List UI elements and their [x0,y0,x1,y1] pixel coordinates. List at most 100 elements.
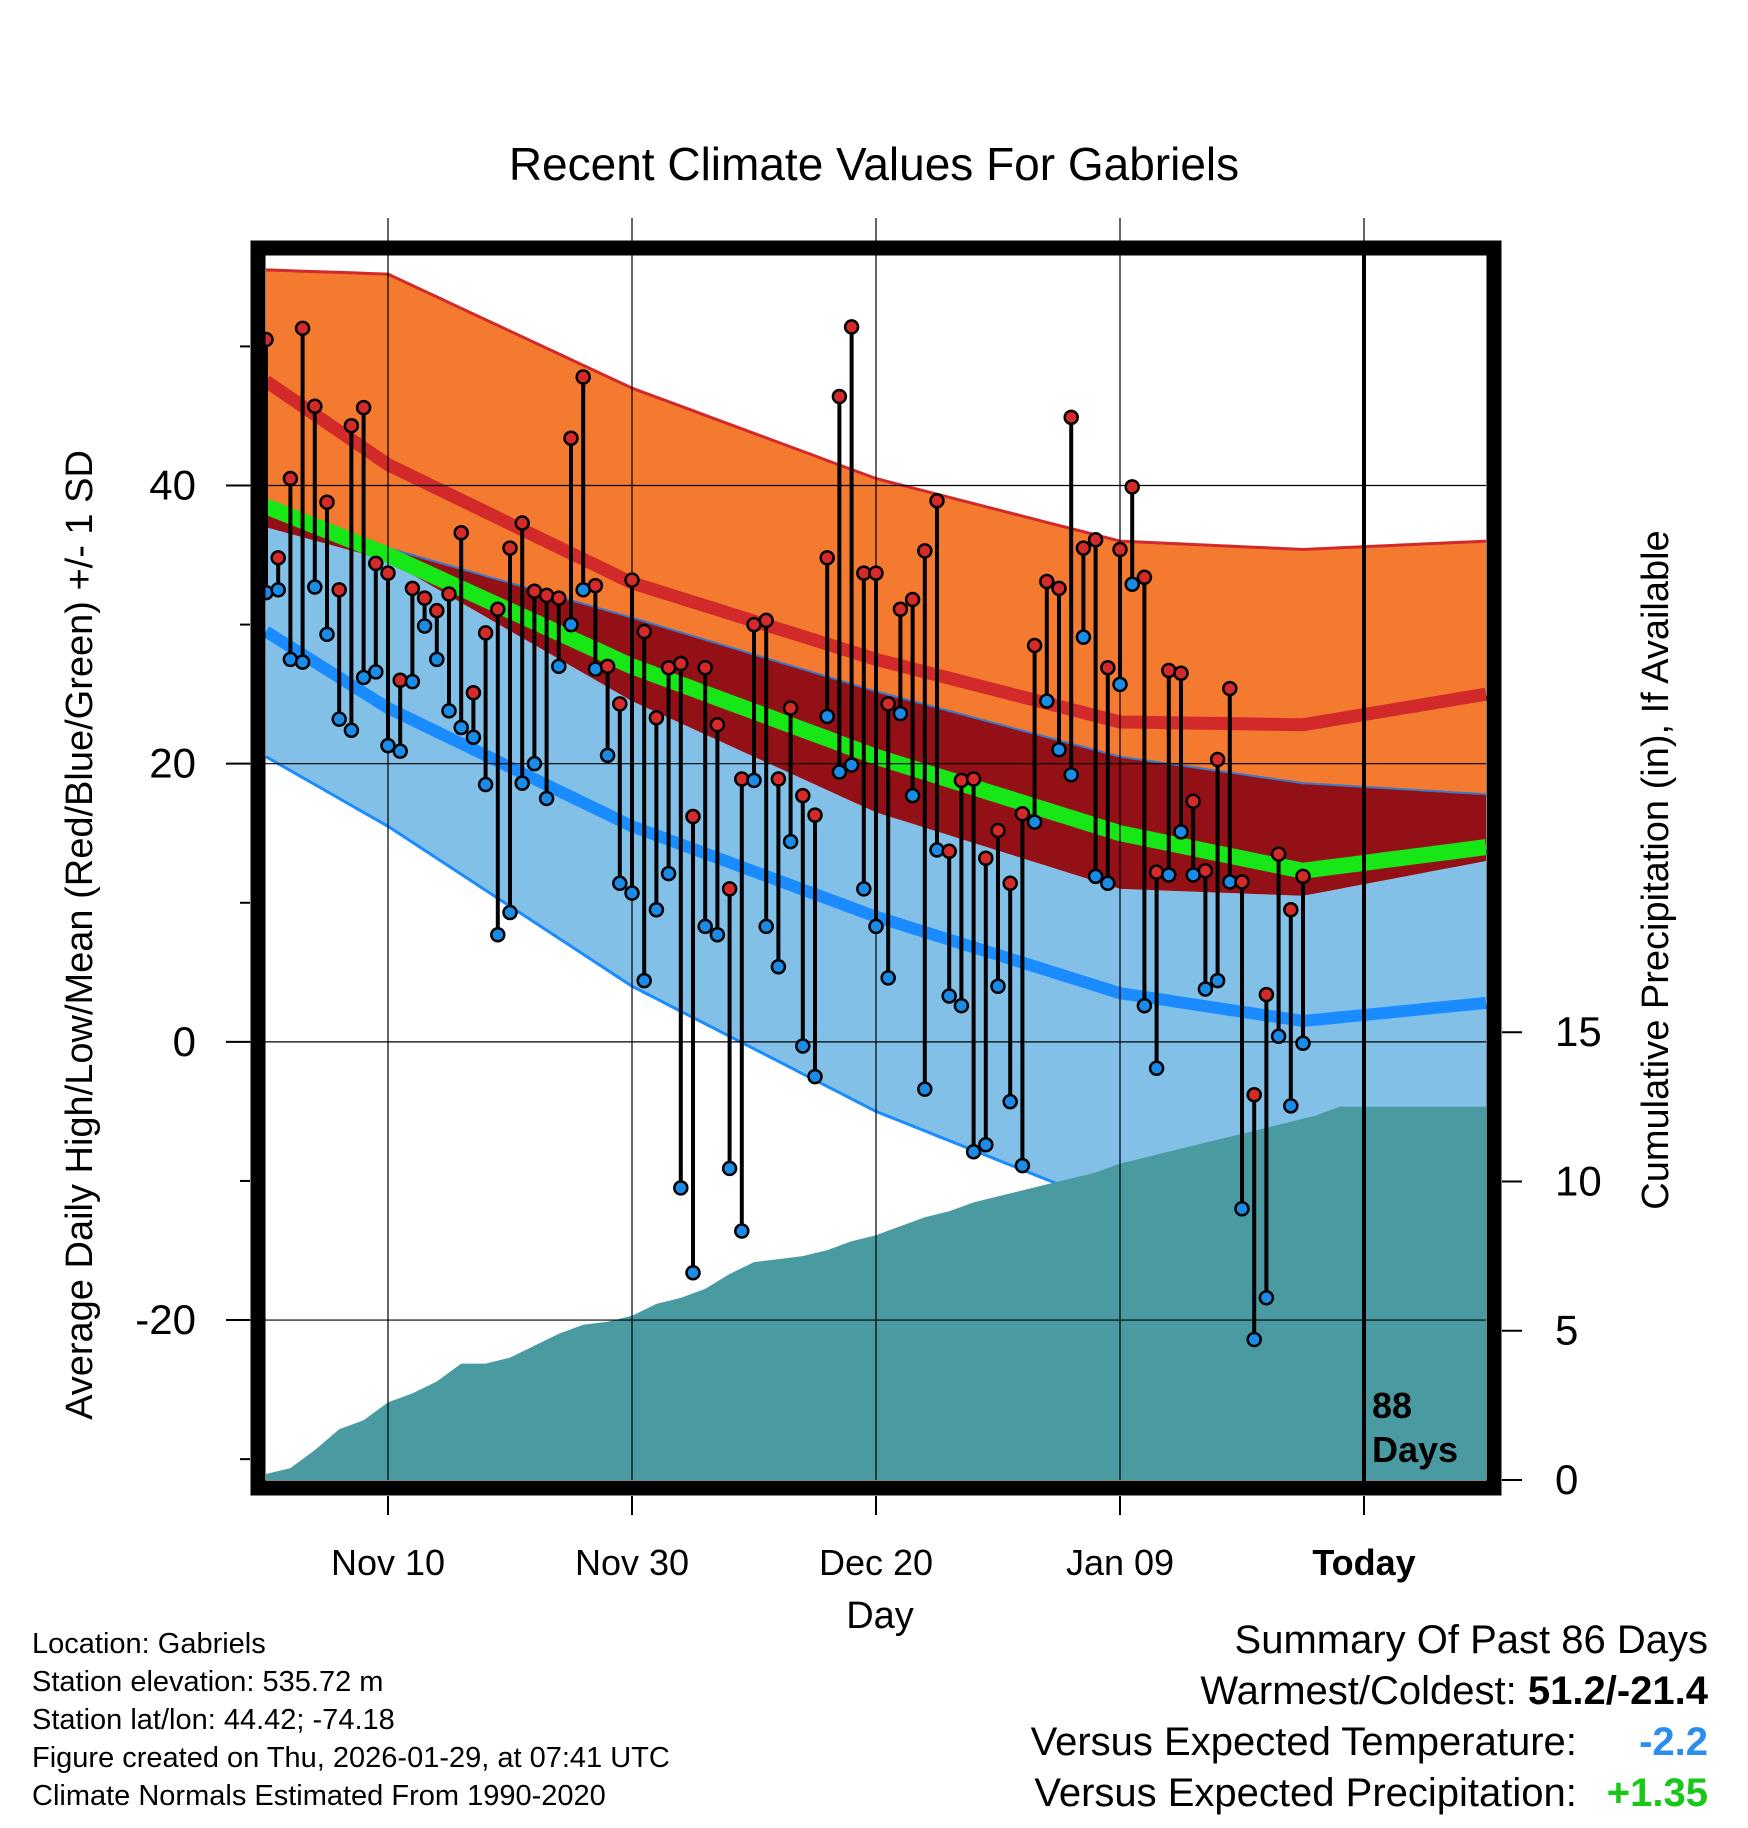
station-info: Location: Gabriels Station elevation: 53… [32,1625,670,1815]
high-point [1087,531,1104,548]
low-point [563,616,579,633]
low-point [270,582,286,598]
y-tick-label: -20 [135,1296,196,1343]
low-point [734,1223,750,1239]
low-point [1173,824,1189,840]
low-point [721,1160,738,1177]
warm-cold-row: Warmest/Coldest: 51.2/-21.4 [1031,1666,1708,1717]
low-point [282,651,299,668]
low-point [990,978,1006,994]
high-point [1148,864,1165,880]
low-point [978,1137,994,1153]
high-point [404,580,421,597]
x-tick-label: Dec 20 [819,1542,933,1583]
high-point [648,710,665,726]
high-point [380,565,396,581]
low-point [1270,1028,1287,1045]
high-point [685,808,701,825]
y-axis-label: Average Daily High/Low/Mean (Red/Blue/Gr… [59,450,101,1420]
elevation-text: Station elevation: 535.72 m [32,1666,384,1698]
high-point [441,586,457,602]
high-point [575,369,591,385]
precip-label: Versus Expected Precipitation: [1034,1771,1577,1815]
high-point [819,550,835,566]
high-point [1222,680,1238,697]
high-point [270,550,286,566]
low-point [819,708,835,725]
days-label-line: Days [1372,1429,1458,1470]
x-tick-label: Nov 10 [331,1542,445,1583]
high-point [1075,540,1092,556]
high-point [673,655,689,672]
y2-tick-label: 0 [1555,1456,1578,1503]
low-point [514,775,530,791]
low-point [404,673,421,690]
low-point [917,1081,933,1097]
high-point [904,591,921,608]
low-point [929,842,945,858]
high-point [1270,846,1287,862]
high-point [1246,1086,1262,1103]
temp-label: Versus Expected Temperature: [1030,1720,1577,1764]
high-point [1063,409,1079,426]
high-point [624,572,640,588]
low-point [880,970,896,986]
low-point [502,904,518,921]
high-point [1112,541,1128,558]
axis-tick-labels: Nov 10 Nov 30 Dec 20 Jan 09 Today 40 20 0 -20 15 1… [135,462,1601,1584]
low-point [831,764,848,780]
high-point [636,623,652,640]
high-point [502,540,518,556]
summary-panel: Summary Of Past 86 Days Warmest/Coldest:… [1031,1615,1708,1819]
created-text: Figure created on Thu, 2026-01-29, at 07… [32,1742,670,1774]
low-point [319,626,335,643]
low-point [636,972,652,989]
high-point [294,320,311,337]
low-point [709,927,726,943]
high-point [734,771,750,787]
low-point [1002,1093,1018,1110]
high-point [538,587,555,604]
low-point [368,664,384,680]
high-point [563,430,579,446]
days-label-line: 88 [1372,1385,1412,1426]
high-point [355,399,372,416]
high-point [990,822,1006,839]
x-axis-label: Day [846,1595,914,1637]
warm-cold-value: 51.2/-21.4 [1527,1669,1708,1713]
high-point [599,658,616,675]
high-point [416,590,433,606]
low-point [648,901,665,918]
low-point [490,927,506,943]
low-point [685,1265,701,1281]
low-point [953,997,970,1014]
high-point [697,659,713,676]
low-point [599,747,616,764]
high-point [831,388,848,405]
low-point [1063,767,1079,783]
high-point [758,612,774,629]
temp-row: Versus Expected Temperature: -2.2 [1031,1717,1708,1768]
axis-ticks [226,345,1522,1515]
low-point [551,658,567,675]
low-point [843,757,860,773]
low-point [1148,1060,1165,1077]
high-point [1124,479,1140,495]
high-point [612,696,628,712]
low-point [807,1068,823,1085]
low-point [294,654,311,670]
low-point [660,865,677,882]
x-tick-label: Nov 30 [575,1542,689,1583]
low-point [1283,1098,1299,1114]
high-point [282,470,299,487]
low-point [1075,629,1092,645]
observation-series [258,319,1311,1348]
low-point [1295,1035,1311,1052]
low-point [1014,1157,1031,1174]
high-point [965,771,982,787]
low-point [1258,1290,1275,1306]
x-tick-label: Jan 09 [1066,1542,1174,1583]
high-point [490,601,506,618]
y2-axis-label: Cumulative Precipitation (in), If Availa… [1635,530,1677,1209]
y-tick-label: 20 [149,740,196,787]
